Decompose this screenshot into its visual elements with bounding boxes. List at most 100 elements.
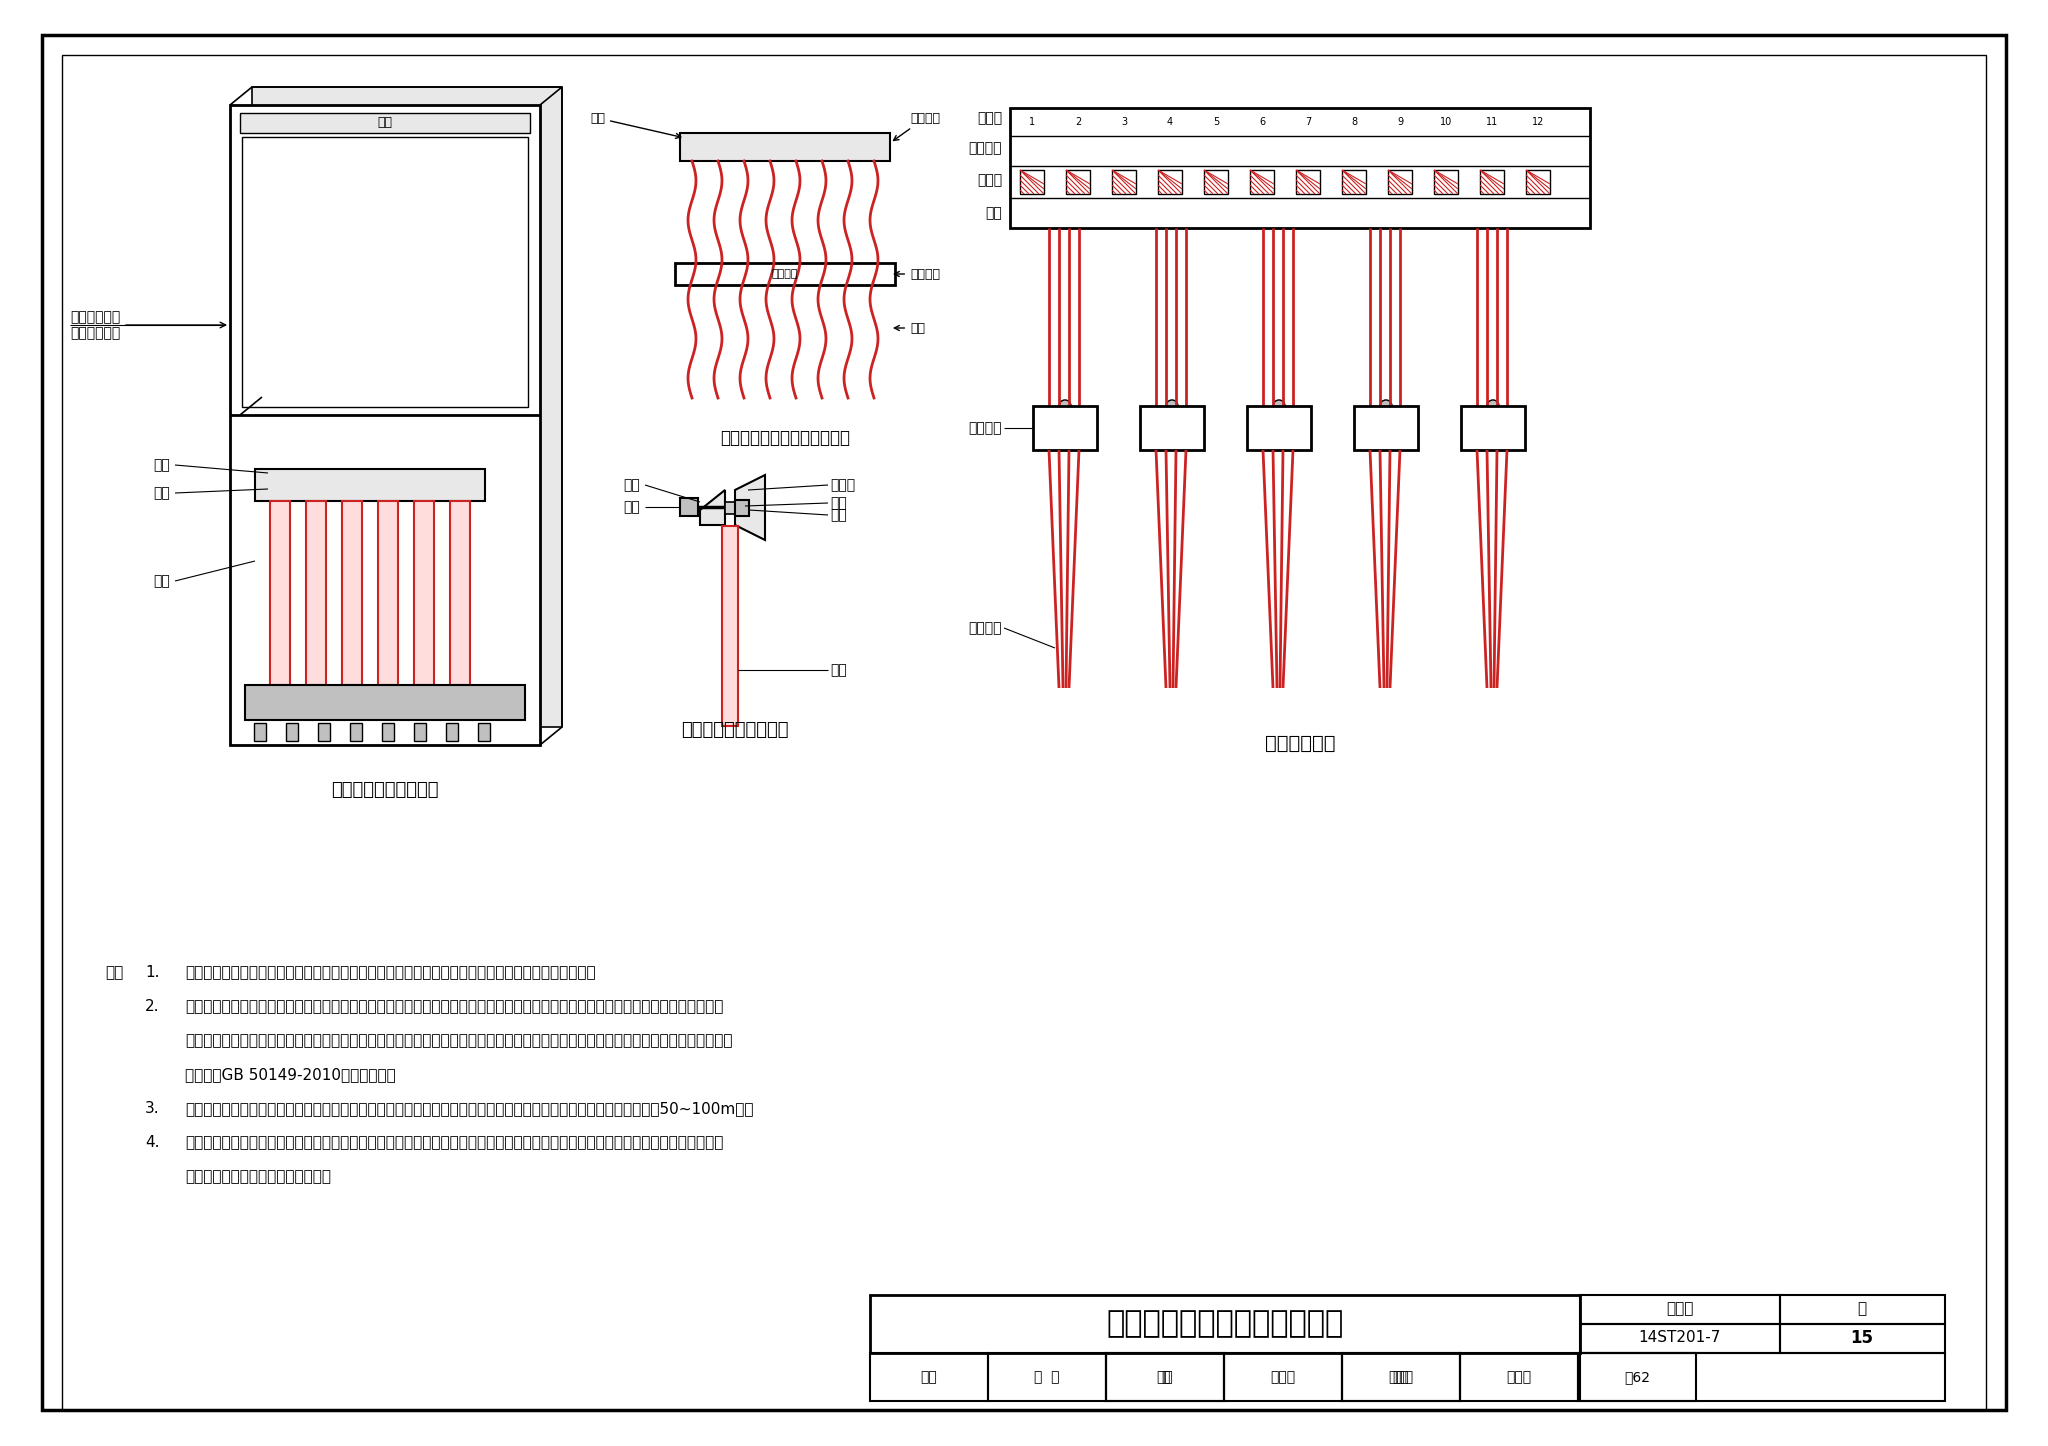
Text: 屋天: 屋天 xyxy=(377,117,393,130)
Bar xyxy=(240,113,530,133)
Bar xyxy=(870,1296,1579,1353)
Text: 一次接线端子侧立面图: 一次接线端子侧立面图 xyxy=(682,722,788,739)
Bar xyxy=(1341,171,1366,194)
Circle shape xyxy=(1165,401,1178,412)
Circle shape xyxy=(1071,146,1083,158)
Bar xyxy=(1434,171,1458,194)
Bar xyxy=(725,502,735,513)
Circle shape xyxy=(1348,146,1360,158)
Circle shape xyxy=(346,480,356,490)
Bar xyxy=(379,500,397,685)
Text: 设计: 设计 xyxy=(1393,1369,1409,1384)
Text: 电缆: 电缆 xyxy=(895,321,926,334)
Circle shape xyxy=(1395,146,1407,158)
Circle shape xyxy=(383,480,393,490)
Text: 铜排: 铜排 xyxy=(154,486,170,500)
Text: 4.: 4. xyxy=(145,1135,160,1150)
Bar xyxy=(242,137,528,406)
Circle shape xyxy=(1026,146,1038,158)
Text: 电缆挂牌: 电缆挂牌 xyxy=(969,421,1001,435)
Text: 校对: 校对 xyxy=(1157,1369,1174,1384)
Text: 柜后（拆除高
压室面板后）: 柜后（拆除高 压室面板后） xyxy=(70,309,225,340)
Bar xyxy=(1247,406,1311,450)
Bar xyxy=(1112,171,1137,194)
Bar xyxy=(1389,171,1411,194)
Bar xyxy=(1141,406,1204,450)
Bar xyxy=(229,106,541,745)
Bar xyxy=(987,1353,1106,1401)
Text: 15: 15 xyxy=(1851,1329,1874,1348)
Text: 9: 9 xyxy=(1397,117,1403,127)
Text: 龚: 龚 xyxy=(1161,1369,1169,1384)
Text: 有62: 有62 xyxy=(1624,1369,1651,1384)
Text: 2: 2 xyxy=(1075,117,1081,127)
Text: 线鼻子: 线鼻子 xyxy=(829,479,856,492)
Text: 螺栓: 螺栓 xyxy=(154,458,170,471)
Bar xyxy=(1579,1296,1780,1325)
Text: 螺栓连接的导线应无松动，线鼻子压接应牢固无开裂。焊接连接的导线应无脱焊、虚焊、碰壳及短路。: 螺栓连接的导线应无松动，线鼻子压接应牢固无开裂。焊接连接的导线应无脱焊、虚焊、碰… xyxy=(184,964,596,980)
Text: 崔道义: 崔道义 xyxy=(1507,1369,1532,1384)
Circle shape xyxy=(1303,146,1315,158)
Circle shape xyxy=(1380,401,1393,412)
Text: 平垫: 平垫 xyxy=(623,479,639,492)
Text: 弹垫: 弹垫 xyxy=(829,496,846,510)
Bar xyxy=(680,133,891,161)
Text: 1: 1 xyxy=(1028,117,1034,127)
Circle shape xyxy=(1118,146,1130,158)
Circle shape xyxy=(1274,401,1284,412)
Bar xyxy=(1579,1353,1696,1401)
Text: 绑线: 绑线 xyxy=(590,111,680,139)
Text: 8: 8 xyxy=(1352,117,1358,127)
Bar xyxy=(1481,171,1503,194)
Bar xyxy=(350,723,362,740)
Bar xyxy=(1526,171,1550,194)
Bar xyxy=(1354,406,1417,450)
Circle shape xyxy=(1163,146,1176,158)
Text: 线号管: 线号管 xyxy=(977,174,1001,187)
Text: 审核: 审核 xyxy=(922,1369,938,1384)
Bar xyxy=(287,723,299,740)
Bar xyxy=(1780,1296,1946,1325)
Bar xyxy=(342,500,362,685)
Bar xyxy=(735,500,750,516)
Circle shape xyxy=(420,480,428,490)
Text: 一次电缆接线正立面图: 一次电缆接线正立面图 xyxy=(332,781,438,800)
Text: 3.: 3. xyxy=(145,1100,160,1116)
Bar xyxy=(1020,171,1044,194)
Bar xyxy=(1296,171,1321,194)
Text: 蔡志刚: 蔡志刚 xyxy=(1389,1369,1413,1384)
Text: 王  磊: 王 磊 xyxy=(1034,1369,1059,1384)
Text: 螺栓: 螺栓 xyxy=(623,500,639,513)
Circle shape xyxy=(1487,401,1499,412)
Circle shape xyxy=(1440,146,1452,158)
Text: 端子排: 端子排 xyxy=(977,111,1001,124)
Text: 1.: 1. xyxy=(145,964,160,980)
Text: 5: 5 xyxy=(1212,117,1219,127)
Bar xyxy=(1249,171,1274,194)
Bar xyxy=(1106,1353,1225,1401)
Text: 蔡志刚: 蔡志刚 xyxy=(1270,1369,1296,1384)
Text: 固定螺丝: 固定螺丝 xyxy=(969,142,1001,155)
Bar xyxy=(246,685,524,720)
Bar xyxy=(1032,406,1098,450)
Text: 7: 7 xyxy=(1305,117,1311,127)
Text: 电缆: 电缆 xyxy=(154,574,170,589)
Text: 二次电缆: 二次电缆 xyxy=(969,620,1001,635)
Text: 一次、二次接线及挂牌要求图: 一次、二次接线及挂牌要求图 xyxy=(1106,1310,1343,1339)
Bar xyxy=(1067,171,1090,194)
Bar xyxy=(1341,1353,1460,1401)
Bar xyxy=(254,723,266,740)
Text: 电缆挂牌位置为电缆隧道内转弯处、电缆分支处、电缆终端及电缆接头处、电缆管两端、人孔及工作井处、直线段每隔50~100m处。: 电缆挂牌位置为电缆隧道内转弯处、电缆分支处、电缆终端及电缆接头处、电缆管两端、人… xyxy=(184,1100,754,1116)
Text: 电缆挂牌: 电缆挂牌 xyxy=(772,269,799,279)
Text: 的螺栓和螺钉，连接时应拧紧，且应有防松装置；母线与电器连接时，接触面应符合现行国家标准《电气装置安装工程母线装置施工及验: 的螺栓和螺钉，连接时应拧紧，且应有防松装置；母线与电器连接时，接触面应符合现行国… xyxy=(184,1032,733,1048)
Text: 2.: 2. xyxy=(145,999,160,1014)
Text: 图集号: 图集号 xyxy=(1667,1301,1694,1316)
Bar xyxy=(1010,108,1589,228)
Bar xyxy=(723,526,737,726)
Text: 14ST201-7: 14ST201-7 xyxy=(1638,1330,1720,1345)
Text: 二次接线应按接线端头标志进行；接线应排列整齐、清晰、美观，导线绝缘应良好、无损伤；电器的接线应采用铜质或有电镀金属防锈: 二次接线应按接线端头标志进行；接线应排列整齐、清晰、美观，导线绝缘应良好、无损伤… xyxy=(184,999,723,1014)
Bar xyxy=(1579,1325,1780,1353)
Bar xyxy=(270,500,291,685)
Bar xyxy=(1579,1353,1946,1401)
Bar xyxy=(383,723,393,740)
